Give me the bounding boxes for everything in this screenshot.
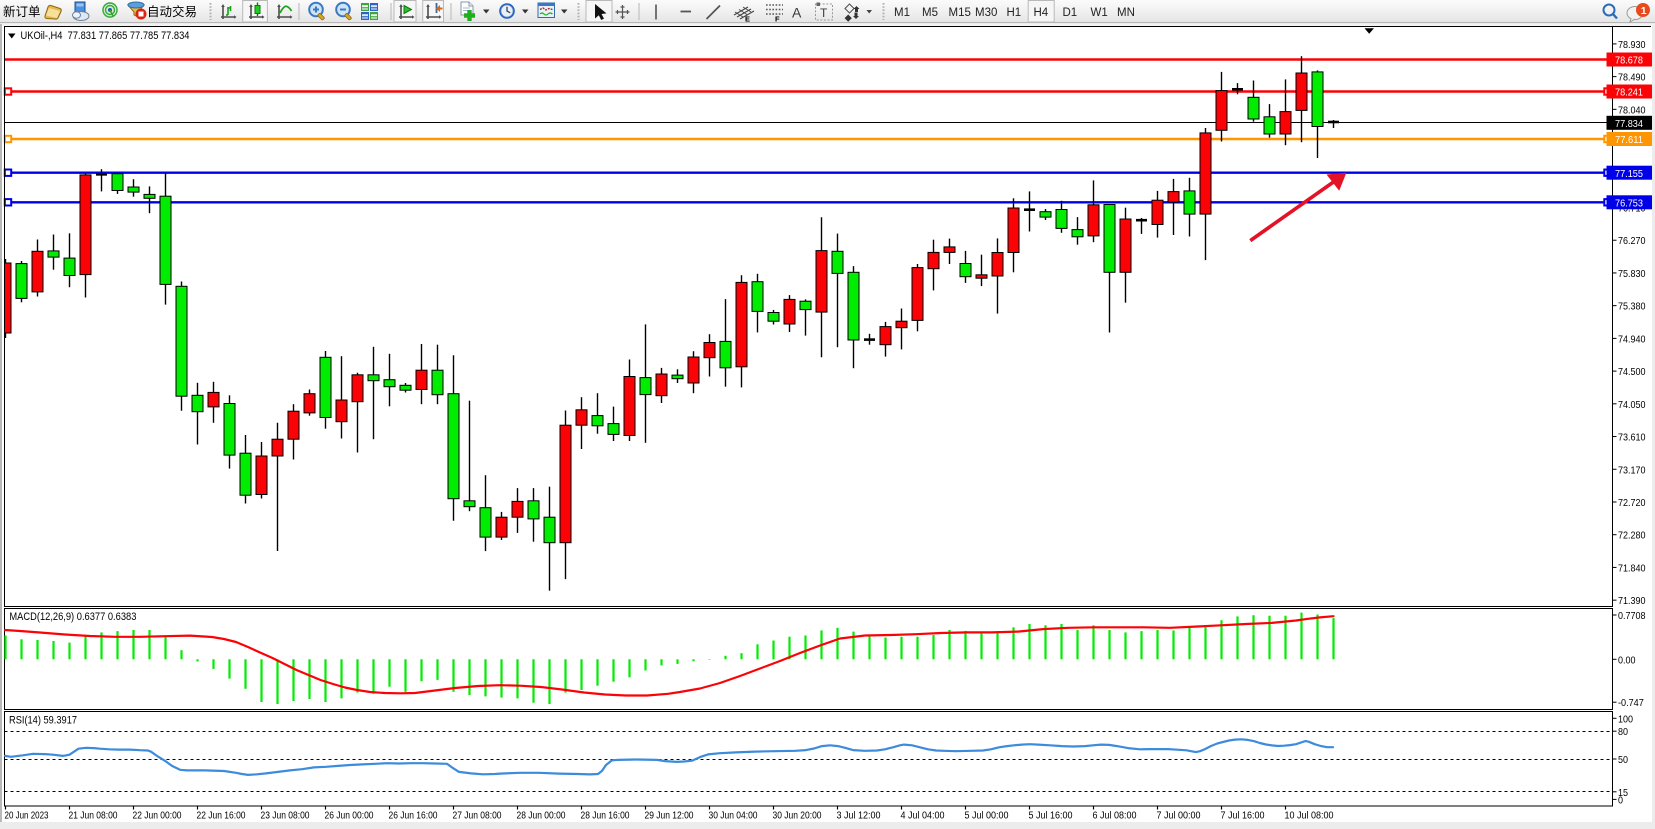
svg-text:78.930: 78.930 [1618, 39, 1646, 51]
svg-text:M5: M5 [922, 7, 938, 19]
svg-text:78.040: 78.040 [1618, 104, 1646, 116]
svg-text:28 Jun 16:00: 28 Jun 16:00 [581, 811, 630, 822]
svg-text:72.720: 72.720 [1618, 497, 1646, 509]
svg-text:71.840: 71.840 [1618, 562, 1646, 574]
svg-text:71.390: 71.390 [1618, 595, 1646, 607]
svg-text:MACD(12,26,9) 0.6377 0.6383: MACD(12,26,9) 0.6377 0.6383 [9, 611, 136, 623]
svg-text:MN: MN [1117, 7, 1135, 19]
svg-text:77.834: 77.834 [1615, 118, 1643, 130]
svg-text:-0.747: -0.747 [1618, 697, 1644, 709]
svg-text:50: 50 [1618, 754, 1628, 766]
svg-text:78.241: 78.241 [1615, 87, 1643, 99]
svg-text:28 Jun 00:00: 28 Jun 00:00 [517, 811, 566, 822]
svg-text:4 Jul 04:00: 4 Jul 04:00 [901, 811, 945, 822]
svg-text:T: T [820, 6, 828, 20]
svg-text:自动交易: 自动交易 [147, 4, 197, 19]
svg-text:W1: W1 [1091, 7, 1108, 19]
svg-text:7 Jul 16:00: 7 Jul 16:00 [1221, 811, 1265, 822]
svg-text:10 Jul 08:00: 10 Jul 08:00 [1285, 811, 1334, 822]
svg-text:77.155: 77.155 [1615, 168, 1643, 180]
svg-text:20 Jun 2023: 20 Jun 2023 [5, 811, 49, 822]
svg-text:M1: M1 [894, 7, 910, 19]
svg-text:H4: H4 [1034, 7, 1049, 19]
svg-text:23 Jun 08:00: 23 Jun 08:00 [261, 811, 310, 822]
svg-text:29 Jun 12:00: 29 Jun 12:00 [645, 811, 694, 822]
svg-text:5 Jul 00:00: 5 Jul 00:00 [965, 811, 1009, 822]
svg-text:76.753: 76.753 [1615, 198, 1643, 210]
svg-text:74.940: 74.940 [1618, 333, 1646, 345]
svg-text:72.280: 72.280 [1618, 530, 1646, 542]
svg-text:22 Jun 16:00: 22 Jun 16:00 [197, 811, 246, 822]
svg-text:15: 15 [1618, 787, 1628, 799]
svg-text:75.830: 75.830 [1618, 268, 1646, 280]
svg-text:3 Jul 12:00: 3 Jul 12:00 [837, 811, 881, 822]
svg-text:30 Jun 20:00: 30 Jun 20:00 [773, 811, 822, 822]
svg-text:26 Jun 16:00: 26 Jun 16:00 [389, 811, 438, 822]
svg-text:A: A [792, 5, 802, 21]
svg-text:RSI(14) 59.3917: RSI(14) 59.3917 [9, 715, 77, 727]
svg-text:0: 0 [1618, 794, 1623, 806]
svg-text:0.00: 0.00 [1618, 654, 1636, 666]
svg-text:F: F [775, 15, 780, 24]
svg-text:74.050: 74.050 [1618, 399, 1646, 411]
svg-text:27 Jun 08:00: 27 Jun 08:00 [453, 811, 502, 822]
svg-text:7 Jul 00:00: 7 Jul 00:00 [1157, 811, 1201, 822]
svg-text:UKOil-,H4 77.831 77.865 77.78: UKOil-,H4 77.831 77.865 77.785 77.834 [21, 30, 190, 42]
svg-text:22 Jun 00:00: 22 Jun 00:00 [133, 811, 182, 822]
svg-text:80: 80 [1618, 726, 1628, 738]
svg-text:75.380: 75.380 [1618, 301, 1646, 313]
svg-text:5 Jul 16:00: 5 Jul 16:00 [1029, 811, 1073, 822]
svg-text:新订单: 新订单 [3, 4, 41, 19]
svg-text:73.610: 73.610 [1618, 432, 1646, 444]
svg-text:E: E [745, 15, 750, 24]
svg-text:1: 1 [1641, 5, 1647, 17]
svg-text:H1: H1 [1007, 7, 1022, 19]
svg-text:30 Jun 04:00: 30 Jun 04:00 [709, 811, 758, 822]
svg-text:21 Jun 08:00: 21 Jun 08:00 [69, 811, 118, 822]
svg-text:6 Jul 08:00: 6 Jul 08:00 [1093, 811, 1137, 822]
svg-text:78.678: 78.678 [1615, 55, 1643, 67]
svg-text:76.270: 76.270 [1618, 235, 1646, 247]
svg-text:74.500: 74.500 [1618, 366, 1646, 378]
svg-text:D1: D1 [1063, 7, 1078, 19]
svg-text:100: 100 [1618, 713, 1633, 725]
svg-text:M15: M15 [949, 7, 971, 19]
svg-text:78.490: 78.490 [1618, 72, 1646, 84]
svg-text:0.7708: 0.7708 [1618, 610, 1646, 622]
svg-text:26 Jun 00:00: 26 Jun 00:00 [325, 811, 374, 822]
svg-text:M30: M30 [975, 7, 997, 19]
svg-text:73.170: 73.170 [1618, 464, 1646, 476]
svg-text:77.611: 77.611 [1615, 134, 1643, 146]
